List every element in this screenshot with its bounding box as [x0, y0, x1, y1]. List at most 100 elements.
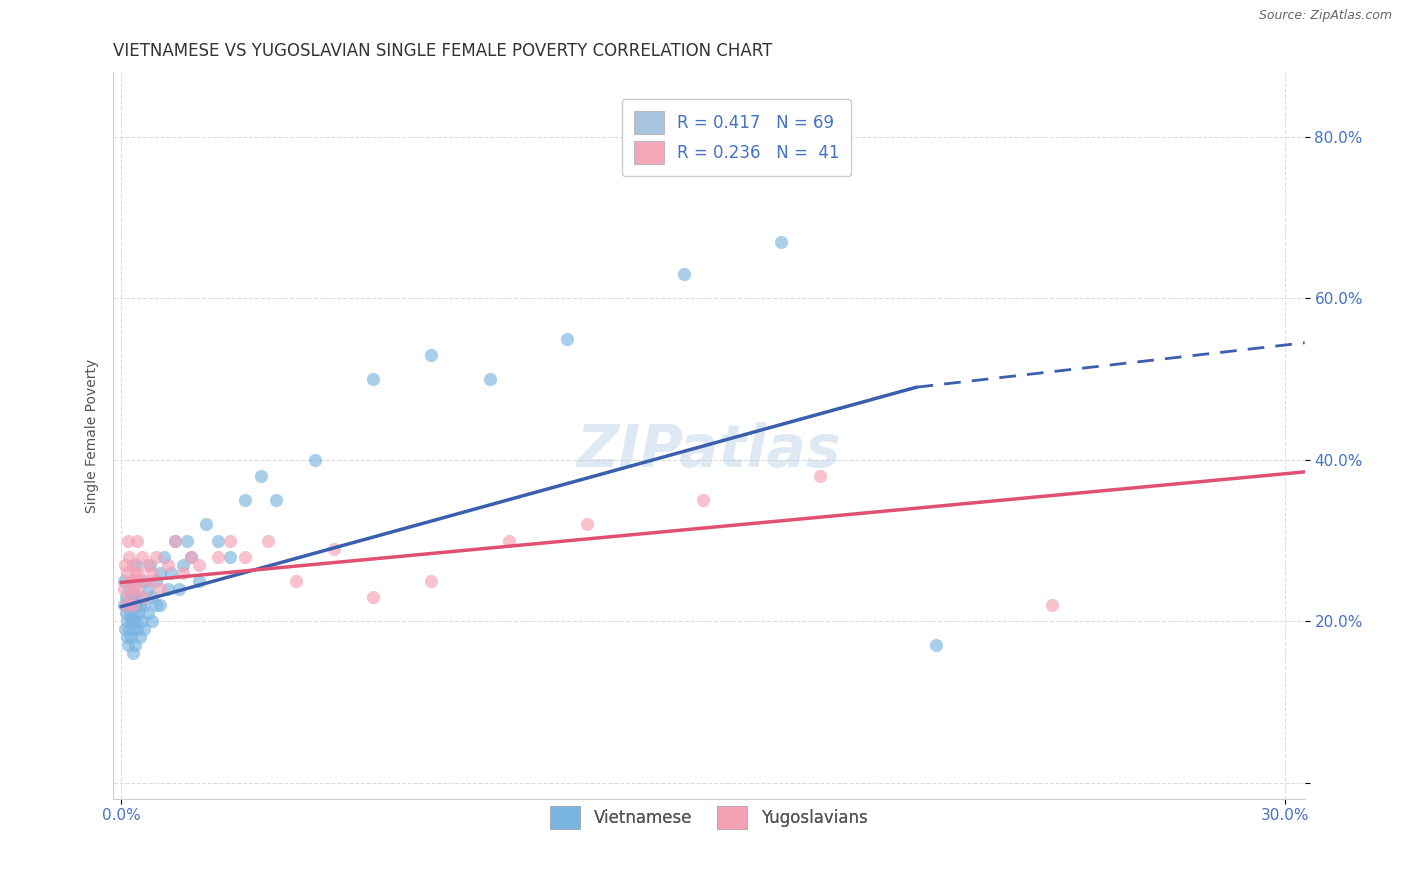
- Point: [124, 566, 146, 580]
- Point: [120, 614, 142, 628]
- Point: [125, 582, 148, 596]
- Point: [118, 582, 141, 596]
- Point: [121, 558, 143, 572]
- Point: [124, 639, 146, 653]
- Point: [139, 558, 162, 572]
- Point: [121, 614, 143, 628]
- Point: [127, 622, 149, 636]
- Point: [125, 558, 148, 572]
- Point: [134, 590, 156, 604]
- Y-axis label: Single Female Poverty: Single Female Poverty: [86, 359, 100, 513]
- Point: [555, 332, 578, 346]
- Point: [420, 574, 443, 588]
- Point: [176, 533, 198, 548]
- Point: [134, 574, 156, 588]
- Point: [118, 598, 141, 612]
- Point: [925, 639, 948, 653]
- Point: [264, 493, 287, 508]
- Point: [195, 517, 218, 532]
- Point: [165, 533, 187, 548]
- Point: [121, 582, 143, 596]
- Point: [127, 566, 149, 580]
- Point: [134, 598, 156, 612]
- Point: [145, 598, 167, 612]
- Point: [118, 606, 141, 620]
- Point: [180, 549, 202, 564]
- Point: [120, 631, 142, 645]
- Point: [125, 574, 148, 588]
- Legend: Vietnamese, Yugoslavians: Vietnamese, Yugoslavians: [543, 797, 876, 838]
- Point: [112, 582, 135, 596]
- Point: [284, 574, 307, 588]
- Point: [139, 574, 162, 588]
- Point: [233, 493, 256, 508]
- Text: VIETNAMESE VS YUGOSLAVIAN SINGLE FEMALE POVERTY CORRELATION CHART: VIETNAMESE VS YUGOSLAVIAN SINGLE FEMALE …: [114, 42, 772, 60]
- Point: [120, 574, 142, 588]
- Point: [131, 614, 153, 628]
- Point: [125, 614, 148, 628]
- Point: [122, 598, 145, 612]
- Point: [420, 348, 443, 362]
- Point: [172, 558, 194, 572]
- Point: [114, 606, 136, 620]
- Point: [121, 582, 143, 596]
- Point: [129, 590, 152, 604]
- Point: [136, 582, 159, 596]
- Point: [361, 590, 384, 604]
- Point: [218, 533, 240, 548]
- Text: Source: ZipAtlas.com: Source: ZipAtlas.com: [1258, 9, 1392, 22]
- Point: [249, 469, 271, 483]
- Point: [129, 574, 152, 588]
- Point: [118, 622, 141, 636]
- Point: [141, 590, 163, 604]
- Point: [136, 606, 159, 620]
- Point: [361, 372, 384, 386]
- Point: [498, 533, 520, 548]
- Point: [117, 533, 139, 548]
- Point: [129, 631, 152, 645]
- Point: [233, 549, 256, 564]
- Point: [131, 549, 153, 564]
- Point: [218, 549, 240, 564]
- Point: [125, 598, 148, 612]
- Point: [149, 598, 172, 612]
- Point: [118, 590, 141, 604]
- Point: [304, 452, 326, 467]
- Point: [180, 549, 202, 564]
- Point: [1042, 598, 1064, 612]
- Point: [118, 549, 141, 564]
- Point: [115, 566, 138, 580]
- Point: [257, 533, 280, 548]
- Point: [160, 566, 183, 580]
- Point: [145, 549, 167, 564]
- Point: [145, 574, 167, 588]
- Point: [156, 582, 179, 596]
- Point: [769, 235, 792, 249]
- Point: [127, 533, 149, 548]
- Point: [120, 590, 142, 604]
- Point: [114, 574, 136, 588]
- Text: ZIPatlas: ZIPatlas: [576, 422, 841, 479]
- Point: [478, 372, 501, 386]
- Point: [207, 549, 229, 564]
- Point: [575, 517, 598, 532]
- Point: [808, 469, 831, 483]
- Point: [117, 598, 139, 612]
- Point: [156, 558, 179, 572]
- Point: [115, 631, 138, 645]
- Point: [121, 598, 143, 612]
- Point: [672, 267, 695, 281]
- Point: [167, 582, 190, 596]
- Point: [187, 558, 209, 572]
- Point: [134, 622, 156, 636]
- Point: [152, 549, 174, 564]
- Point: [207, 533, 229, 548]
- Point: [121, 647, 143, 661]
- Point: [149, 566, 172, 580]
- Point: [172, 566, 194, 580]
- Point: [117, 639, 139, 653]
- Point: [187, 574, 209, 588]
- Point: [141, 566, 163, 580]
- Point: [129, 598, 152, 612]
- Point: [136, 558, 159, 572]
